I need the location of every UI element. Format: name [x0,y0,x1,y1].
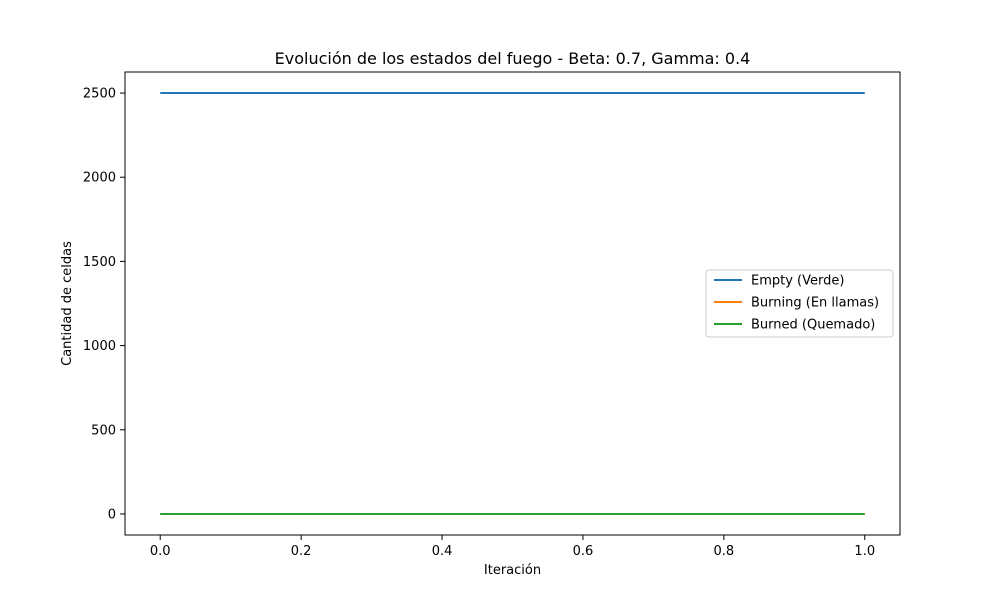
legend-label-0: Empty (Verde) [751,274,844,289]
y-tick-label: 0 [108,507,116,522]
plot-area-frame [124,71,901,536]
x-axis-label: Iteración [484,563,541,578]
legend-box [705,269,894,338]
chart-title: Evolución de los estados del fuego - Bet… [275,49,751,68]
x-tick-label: 1.0 [854,544,875,559]
y-tick-label: 2000 [83,171,116,186]
legend: Empty (Verde) Burning (En llamas) Burned (… [705,269,894,338]
legend-label-1: Burning (En llamas) [751,296,879,311]
x-tick-label: 0.6 [573,544,594,559]
y-axis-label: Cantidad de celdas [60,241,75,366]
x-tick-label: 0.2 [291,544,312,559]
y-tick-label: 2500 [83,87,116,102]
y-tick-label: 1000 [83,339,116,354]
x-axis: 0.0 0.2 0.4 0.6 0.8 1.0 [150,535,875,559]
x-tick-label: 0.8 [714,544,735,559]
y-tick-label: 1500 [83,255,116,270]
series-layer [160,92,865,515]
legend-label-2: Burned (Quemado) [751,318,875,333]
x-tick-label: 0.4 [432,544,453,559]
legend-items: Empty (Verde) Burning (En llamas) Burned (… [714,274,879,333]
x-tick-label: 0.0 [150,544,171,559]
y-axis: 0 500 1000 1500 2000 2500 [83,87,125,522]
y-tick-label: 500 [91,423,116,438]
